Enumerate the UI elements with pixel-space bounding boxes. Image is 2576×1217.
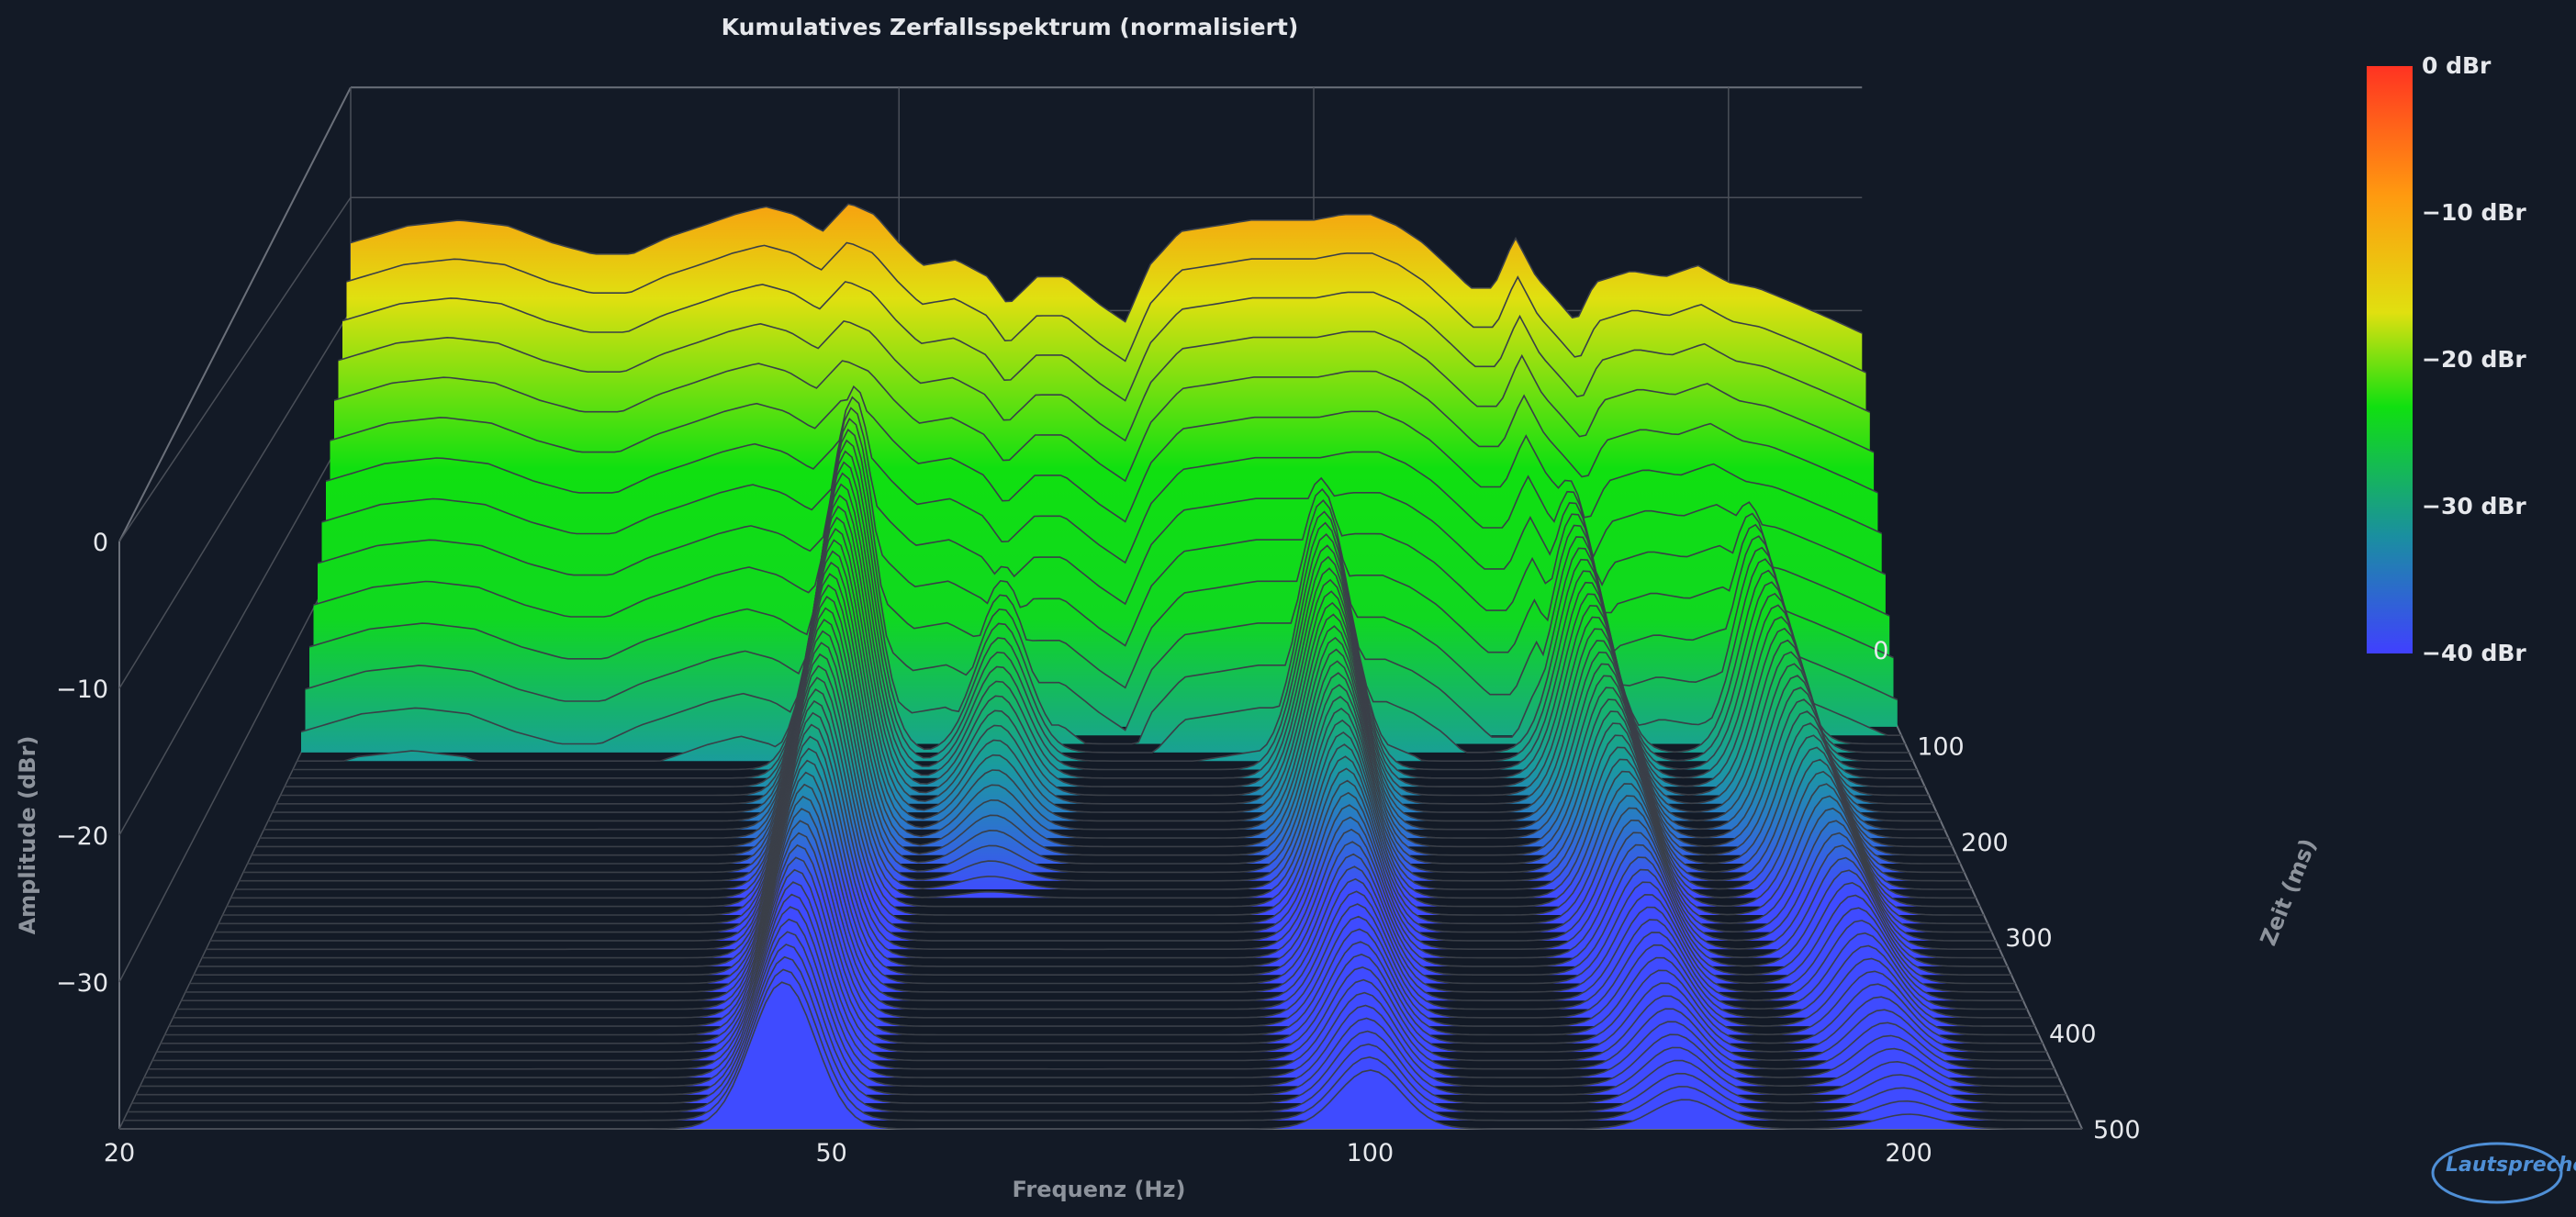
y-axis-label: Amplitude (dBr) <box>15 736 40 935</box>
x-tick-label: 100 <box>1347 1139 1394 1167</box>
waterfall-surface <box>119 203 2082 1130</box>
decay-slice <box>136 931 2066 1096</box>
z-tick-label: 500 <box>2093 1116 2141 1144</box>
y-tick-label: −10 <box>56 675 108 704</box>
y-tick-label: −20 <box>56 822 108 851</box>
chart-title: Kumulatives Zerfallsspektrum (normalisie… <box>722 14 1299 40</box>
z-tick-label: 200 <box>1961 829 2009 857</box>
z-tick-label: 0 <box>1873 637 1888 665</box>
x-tick-label: 200 <box>1885 1139 1932 1167</box>
colorbar-labels: 0 dBr −10 dBr −20 dBr −30 dBr −40 dBr <box>2422 52 2526 666</box>
colorbar-label: −40 dBr <box>2422 640 2526 666</box>
logo: LautsprecherForum.eu <box>2431 1142 2576 1204</box>
y-tick-label: −30 <box>56 969 108 998</box>
z-axis-label: Zeit (ms) <box>2256 835 2322 950</box>
colorbar-label: −10 dBr <box>2422 199 2526 226</box>
y-tick-label: 0 <box>93 529 108 557</box>
z-tick-label: 100 <box>1917 732 1965 761</box>
decay-slice <box>123 968 2078 1122</box>
logo-text: LautsprecherForum.eu <box>2446 1154 2576 1177</box>
colorbar-label: −30 dBr <box>2422 493 2526 519</box>
z-axis-ticks: 0 100 200 300 400 500 <box>1873 637 2140 1144</box>
colorbar-label: −20 dBr <box>2422 346 2526 373</box>
z-tick-label: 300 <box>2005 924 2053 953</box>
colorbar-label: 0 dBr <box>2422 52 2492 79</box>
decay-slice <box>128 955 2075 1113</box>
z-tick-label: 400 <box>2049 1021 2097 1049</box>
x-tick-label: 20 <box>104 1139 135 1167</box>
x-axis-ticks: 20 50 100 200 <box>104 1139 1932 1167</box>
decay-slice <box>119 981 2082 1130</box>
x-tick-label: 50 <box>815 1139 846 1167</box>
colorbar <box>2367 66 2413 653</box>
decay-slice <box>305 450 1906 745</box>
decay-slice <box>131 943 2071 1104</box>
decay-slice <box>140 918 2063 1088</box>
x-axis-label: Frequenz (Hz) <box>1013 1177 1186 1202</box>
y-axis-ticks: 0 −10 −20 −30 <box>56 529 108 998</box>
